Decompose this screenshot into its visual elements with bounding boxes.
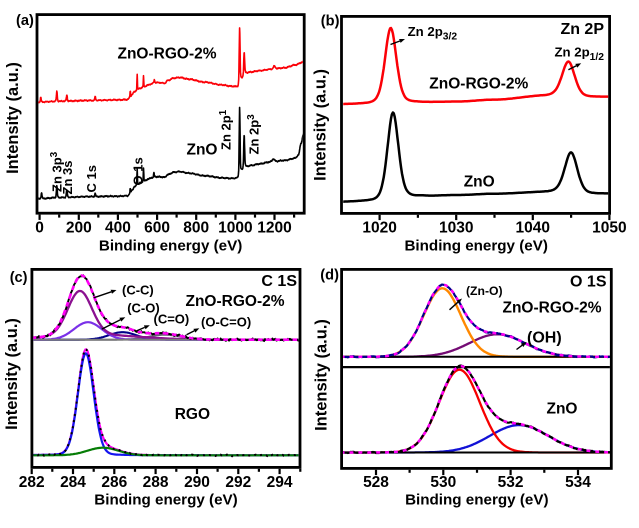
svg-text:1200: 1200 — [257, 220, 291, 237]
svg-text:Zn 2p3: Zn 2p3 — [246, 114, 262, 155]
svg-text:800: 800 — [183, 220, 209, 237]
svg-text:528: 528 — [363, 474, 389, 491]
svg-text:O 1S: O 1S — [570, 273, 607, 290]
svg-text:(OH): (OH) — [527, 330, 562, 347]
svg-text:Intensity (a.u.): Intensity (a.u.) — [4, 62, 22, 174]
svg-text:Binding energy (eV): Binding energy (eV) — [99, 238, 242, 255]
svg-text:C 1S: C 1S — [261, 273, 297, 290]
svg-text:532: 532 — [498, 474, 524, 491]
svg-text:ZnO: ZnO — [547, 401, 578, 418]
svg-text:400: 400 — [105, 220, 131, 237]
svg-text:Binding energy (eV): Binding energy (eV) — [94, 491, 237, 508]
svg-text:C 1s: C 1s — [84, 165, 99, 192]
svg-text:1030: 1030 — [439, 220, 473, 237]
svg-text:288: 288 — [143, 474, 169, 491]
svg-text:ZnO-RGO-2%: ZnO-RGO-2% — [185, 293, 284, 310]
svg-text:Binding energy (eV): Binding energy (eV) — [405, 491, 548, 508]
svg-text:Binding energy (eV): Binding energy (eV) — [404, 238, 547, 255]
svg-text:(C-O): (C-O) — [127, 301, 160, 316]
svg-text:ZnO: ZnO — [187, 142, 218, 159]
svg-text:530: 530 — [430, 474, 456, 491]
svg-text:Intensity (a.u.): Intensity (a.u.) — [312, 69, 330, 181]
svg-text:(O-C=O): (O-C=O) — [201, 315, 251, 330]
svg-text:(c): (c) — [10, 270, 28, 286]
svg-text:ZnO: ZnO — [464, 174, 495, 191]
svg-text:(b): (b) — [321, 13, 340, 29]
svg-text:Intensity (a.u.): Intensity (a.u.) — [313, 319, 331, 431]
svg-text:600: 600 — [144, 220, 170, 237]
svg-text:284: 284 — [60, 474, 86, 491]
svg-text:(Zn-O): (Zn-O) — [466, 284, 503, 298]
svg-text:1050: 1050 — [592, 220, 626, 237]
svg-text:ZnO-RGO-2%: ZnO-RGO-2% — [117, 46, 216, 63]
svg-text:Intensity (a.u.): Intensity (a.u.) — [3, 318, 21, 430]
svg-text:294: 294 — [267, 474, 293, 491]
svg-text:1020: 1020 — [362, 220, 396, 237]
svg-text:1040: 1040 — [516, 220, 550, 237]
svg-text:286: 286 — [101, 474, 127, 491]
svg-text:200: 200 — [66, 220, 92, 237]
svg-text:Zn 2p1: Zn 2p1 — [218, 109, 234, 150]
svg-text:Zn 3s: Zn 3s — [60, 161, 75, 195]
svg-text:282: 282 — [19, 474, 45, 491]
svg-text:(C-C): (C-C) — [122, 282, 154, 297]
svg-text:(C=O): (C=O) — [154, 312, 190, 327]
svg-text:RGO: RGO — [175, 406, 210, 423]
svg-text:(d): (d) — [320, 268, 339, 284]
svg-text:Zn 2P: Zn 2P — [560, 21, 604, 38]
svg-text:ZnO-RGO-2%: ZnO-RGO-2% — [503, 300, 602, 317]
svg-text:O 1s: O 1s — [131, 157, 146, 185]
svg-text:Zn 3p3: Zn 3p3 — [49, 151, 65, 192]
svg-text:0: 0 — [35, 220, 44, 237]
svg-text:290: 290 — [184, 474, 210, 491]
svg-text:534: 534 — [565, 474, 591, 491]
svg-text:ZnO-RGO-2%: ZnO-RGO-2% — [429, 76, 528, 93]
svg-text:(a): (a) — [16, 13, 34, 29]
svg-text:292: 292 — [225, 474, 251, 491]
svg-text:1000: 1000 — [218, 220, 252, 237]
